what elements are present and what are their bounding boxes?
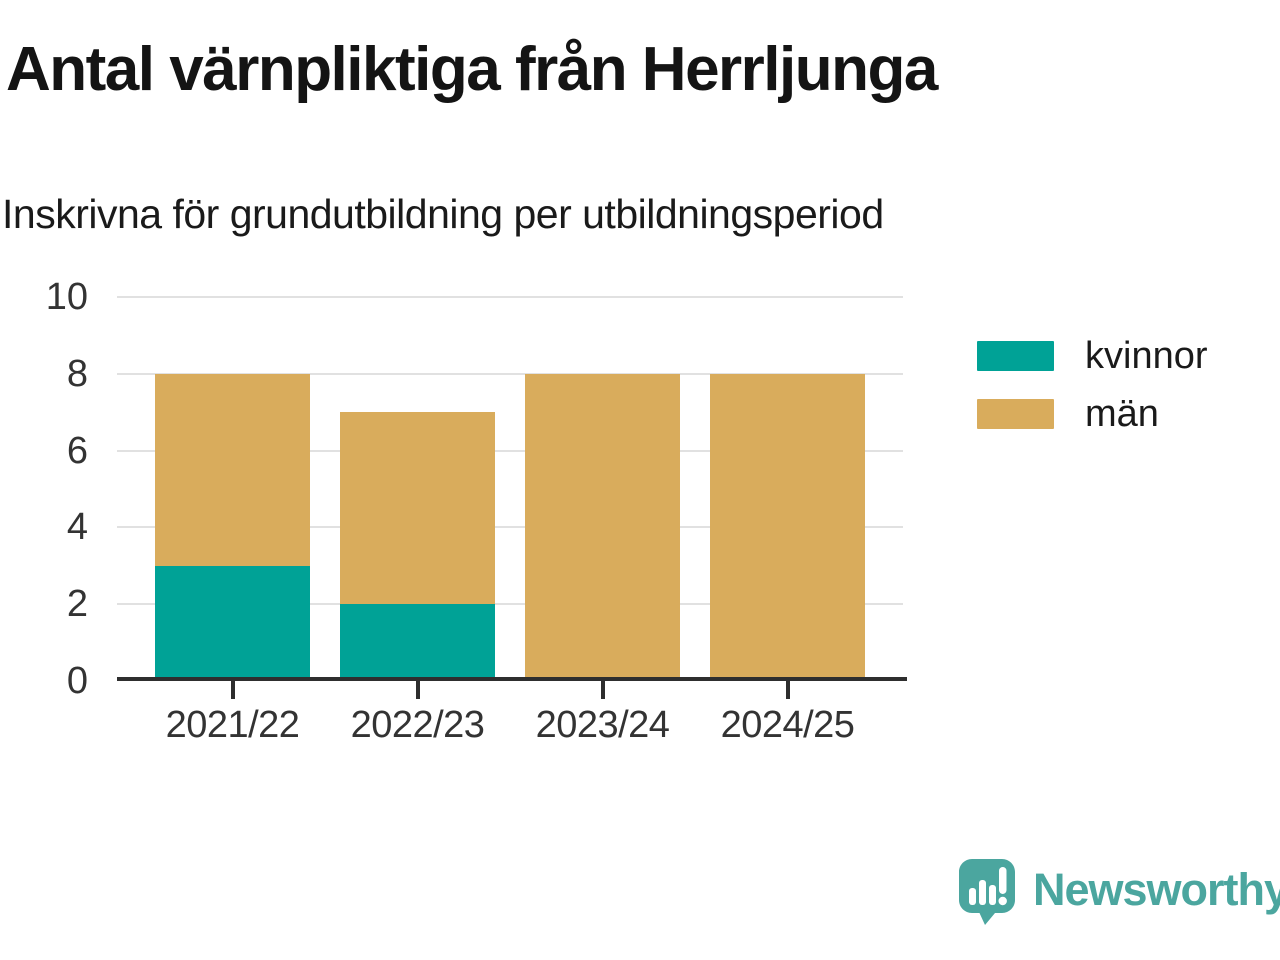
y-tick-label-0: 0 bbox=[66, 660, 88, 702]
x-tick-2022/23 bbox=[415, 681, 420, 699]
legend-swatch-kvinnor bbox=[977, 341, 1054, 371]
y-tick-label-10: 10 bbox=[45, 276, 88, 318]
x-tick-label-2024/25: 2024/25 bbox=[720, 704, 855, 746]
chart-title: Antal värnpliktiga från Herrljunga bbox=[6, 35, 938, 104]
y-gridline-2 bbox=[117, 603, 903, 606]
x-tick-label-2023/24: 2023/24 bbox=[535, 704, 670, 746]
bar-män-2021/22 bbox=[155, 373, 310, 566]
legend-label-män: män bbox=[1085, 393, 1159, 435]
brand-logo: Newsworthy bbox=[958, 858, 1280, 931]
x-tick-label-2021/22: 2021/22 bbox=[165, 704, 300, 746]
y-tick-label-8: 8 bbox=[66, 352, 88, 395]
y-gridline-4 bbox=[117, 526, 903, 529]
x-tick-2023/24 bbox=[600, 681, 605, 699]
chart-subtitle: Inskrivna för grundutbildning per utbild… bbox=[2, 191, 884, 237]
bar-män-2023/24 bbox=[525, 373, 680, 681]
y-gridline-10 bbox=[117, 296, 903, 298]
x-tick-2024/25 bbox=[785, 681, 790, 699]
y-gridline-8 bbox=[117, 372, 903, 375]
bar-män-2022/23 bbox=[340, 412, 495, 605]
legend-item-män: män bbox=[977, 385, 1208, 443]
legend-swatch-män bbox=[977, 399, 1054, 429]
newsworthy-bubble-chart-icon bbox=[958, 858, 1016, 931]
legend-label-kvinnor: kvinnor bbox=[1085, 335, 1208, 377]
y-gridline-6 bbox=[117, 449, 903, 452]
bar-kvinnor-2022/23 bbox=[340, 604, 495, 681]
bar-kvinnor-2021/22 bbox=[155, 565, 310, 681]
y-tick-label-2: 2 bbox=[66, 583, 88, 626]
legend-item-kvinnor: kvinnor bbox=[977, 327, 1208, 385]
y-tick-label-6: 6 bbox=[66, 429, 88, 472]
x-tick-label-2022/23: 2022/23 bbox=[350, 704, 485, 746]
x-tick-2021/22 bbox=[230, 681, 235, 699]
y-tick-label-4: 4 bbox=[66, 506, 88, 549]
x-axis-line bbox=[117, 677, 907, 681]
bar-män-2024/25 bbox=[710, 373, 865, 681]
legend: kvinnor män bbox=[977, 327, 1208, 443]
brand-name: Newsworthy bbox=[1033, 864, 1280, 915]
